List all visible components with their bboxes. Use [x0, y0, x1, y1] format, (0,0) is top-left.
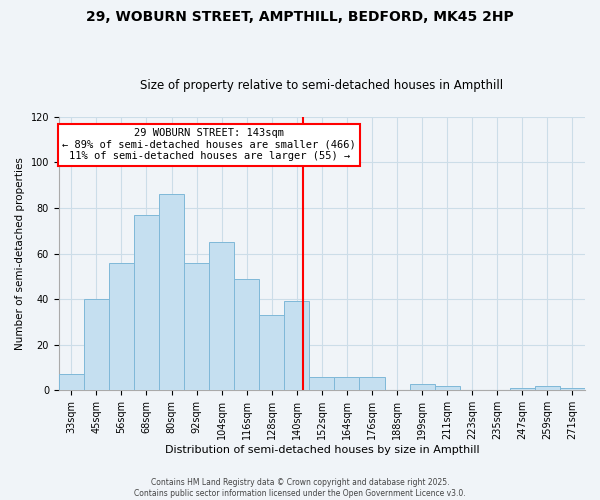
Bar [535, 386, 560, 390]
Text: Contains HM Land Registry data © Crown copyright and database right 2025.
Contai: Contains HM Land Registry data © Crown c… [134, 478, 466, 498]
Bar [334, 376, 359, 390]
Bar [84, 299, 109, 390]
Bar [134, 215, 159, 390]
Bar [234, 278, 259, 390]
Y-axis label: Number of semi-detached properties: Number of semi-detached properties [15, 157, 25, 350]
Bar [510, 388, 535, 390]
Bar [560, 388, 585, 390]
Bar [159, 194, 184, 390]
Text: 29, WOBURN STREET, AMPTHILL, BEDFORD, MK45 2HP: 29, WOBURN STREET, AMPTHILL, BEDFORD, MK… [86, 10, 514, 24]
Bar [410, 384, 434, 390]
Text: 29 WOBURN STREET: 143sqm
← 89% of semi-detached houses are smaller (466)
11% of : 29 WOBURN STREET: 143sqm ← 89% of semi-d… [62, 128, 356, 162]
Bar [184, 262, 209, 390]
Bar [59, 374, 84, 390]
Bar [109, 262, 134, 390]
Title: Size of property relative to semi-detached houses in Ampthill: Size of property relative to semi-detach… [140, 79, 503, 92]
Bar [359, 376, 385, 390]
Bar [209, 242, 234, 390]
Bar [434, 386, 460, 390]
Bar [310, 376, 334, 390]
Bar [284, 302, 310, 390]
X-axis label: Distribution of semi-detached houses by size in Ampthill: Distribution of semi-detached houses by … [164, 445, 479, 455]
Bar [259, 315, 284, 390]
